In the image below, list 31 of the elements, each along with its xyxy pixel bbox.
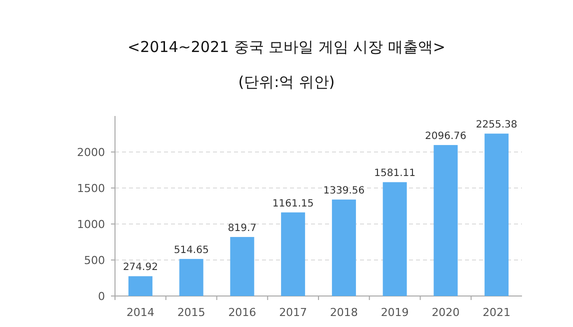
x-tick-label: 2019 (380, 306, 409, 319)
x-tick-label: 2017 (279, 306, 308, 319)
bar (281, 212, 306, 296)
bar (230, 236, 254, 296)
bar (332, 200, 356, 296)
data-label: 2096.76 (425, 131, 466, 142)
y-tick-label: 1500 (77, 182, 105, 195)
y-tick-label: 1000 (77, 218, 105, 231)
y-tick-label: 500 (84, 254, 105, 267)
data-label: 274.92 (122, 262, 158, 274)
y-tick-label: 2000 (77, 146, 105, 159)
data-label: 1339.56 (323, 186, 365, 197)
x-tick-label: 2015 (177, 306, 206, 319)
data-label: 514.65 (174, 244, 209, 256)
bar (179, 258, 204, 296)
bar (382, 182, 407, 296)
data-label: 1161.15 (272, 198, 314, 210)
x-tick-label: 2018 (330, 306, 358, 319)
bar (484, 134, 509, 296)
x-tick-label: 2016 (228, 306, 256, 319)
bar (434, 145, 458, 296)
title: <2014~2021 중국 모바일 게임 시장 매출액> (128, 38, 446, 56)
bar (128, 276, 152, 296)
data-label: 2255.38 (476, 120, 518, 131)
y-tick-label: 0 (98, 290, 105, 303)
data-label: 819.7 (228, 222, 257, 234)
subtitle: (단위:억 위안) (238, 73, 335, 91)
x-tick-label: 2021 (482, 306, 511, 319)
x-tick-label: 2014 (126, 306, 154, 319)
x-tick-label: 2020 (432, 306, 460, 319)
data-label: 1581.11 (374, 168, 416, 180)
